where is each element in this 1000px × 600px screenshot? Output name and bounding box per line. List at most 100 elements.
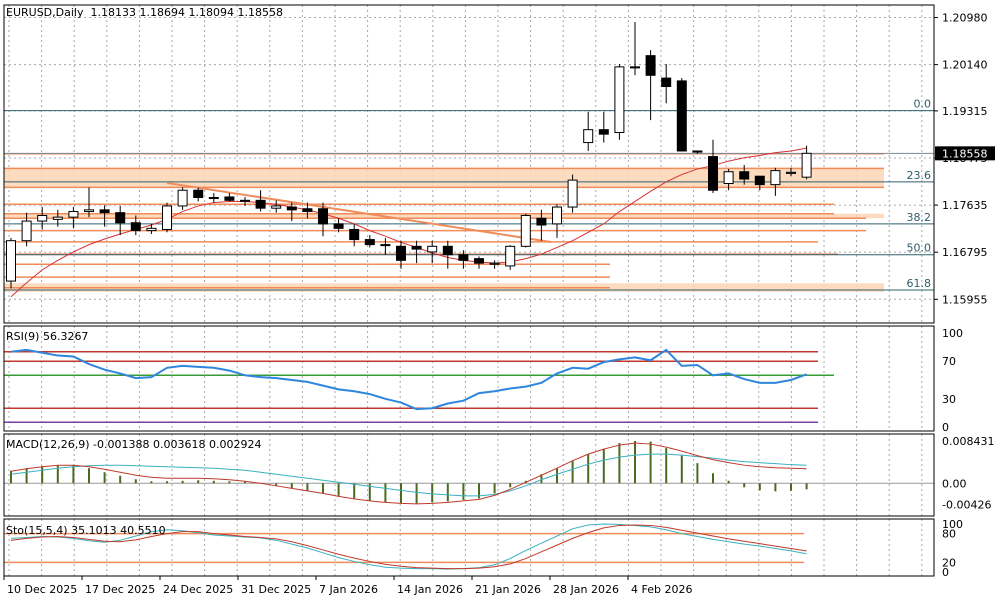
candle-body-bullish [427,245,438,253]
macd-line [10,442,807,505]
candle [458,250,469,269]
candle-body-bearish [318,208,328,225]
candle-body-bullish [21,220,32,242]
candle [489,260,500,269]
candle [224,193,235,202]
candle [6,237,16,289]
candle [333,218,344,233]
price-panel-header: EURUSD,Daily 1.18133 1.18694 1.18094 1.1… [6,6,283,19]
price-tick-label: 1.15955 [942,293,988,306]
stochastic-panel [4,523,807,570]
stochastic-tick-label: 0 [942,566,949,579]
candle-body-bullish [6,240,16,282]
candle [52,209,63,227]
candle-body-bearish [193,189,204,199]
candle-body-bullish [770,170,781,186]
candle [349,223,360,247]
candle [302,202,313,219]
overlay-layer: 0.0 23.6 38.2 50.0 61.8 [4,98,934,292]
macd-panel [4,441,934,505]
candle [583,111,594,151]
candle [723,168,734,191]
candle [661,64,672,104]
candle-body-bullish [146,227,157,232]
panel-frame [3,433,935,517]
candle [505,245,516,270]
candle [115,205,126,236]
candle [692,150,703,154]
candle-body-bullish [614,66,625,133]
macd-tick-label: 0.00 [942,477,967,490]
candle-body-bearish [255,199,266,209]
candle-body-bullish [723,171,734,185]
price-tick-label: 1.17635 [942,199,988,212]
candle-body-bullish [240,199,250,202]
candle [177,187,188,210]
candle-body-bearish [598,129,609,135]
candle-body-bearish [458,254,469,261]
candle [645,50,656,121]
macd-signal-line [10,453,807,497]
candle [21,212,32,247]
price-tick-label: 1.20980 [942,12,988,25]
candle [286,202,297,222]
candle-body-bearish [302,208,313,213]
candle [68,207,79,229]
support-resistance-zone [4,168,884,188]
date-tick-label: 28 Jan 2026 [553,583,619,596]
fib-level-label: 0.0 [914,98,932,111]
candle-body-bullish [271,205,282,209]
candle [676,78,687,152]
stochastic-tick-label: 20 [942,556,956,569]
candle-body-bullish [162,205,172,230]
candle [614,64,625,140]
candle [411,240,422,264]
stochastic-panel-header: Sto(15,5,4) 35.1013 40.5510 [6,524,166,537]
date-tick-label: 4 Feb 2026 [631,583,692,596]
trendline [166,181,551,243]
candle [364,235,375,248]
candle [162,202,172,233]
candle [84,187,94,218]
support-resistance-zone [4,213,884,219]
frame-layer [3,4,935,577]
candle-body-bearish [645,55,656,76]
date-tick-label: 14 Jan 2026 [397,583,463,596]
candle-body-bearish [115,212,126,224]
candle [474,256,484,269]
candle-body-bearish [676,80,687,152]
current-price-label: 1.18558 [942,147,988,160]
rsi-tick-label: 100 [942,327,963,340]
macd-tick-label: -0.00426 [942,499,991,512]
candle-body-bearish [536,217,547,226]
candle-body-bullish [630,66,640,69]
candle-body-bearish [708,156,718,191]
date-tick-label: 17 Dec 2025 [85,583,155,596]
price-tick-label: 1.20140 [942,59,988,72]
axis-layer: 1.209801.201401.193151.184751.176351.167… [3,12,995,596]
price-panel [6,22,812,298]
macd-tick-label: 0.008431 [942,435,995,448]
rsi-tick-label: 70 [942,355,956,368]
date-tick-label: 10 Dec 2025 [7,583,77,596]
candle [99,205,110,227]
candle-body-bullish [505,245,516,267]
stochastic-main-line [10,523,807,570]
candle [240,196,250,206]
candle-body-bearish [396,245,406,261]
candle-body-bearish [442,245,453,256]
price-tick-label: 1.16795 [942,246,988,259]
candle [427,240,438,264]
candle [318,202,328,237]
rsi-tick-label: 0 [942,421,949,434]
candle-body-bearish [364,239,375,246]
candle-body-bullish [567,179,578,208]
candle-body-bearish [411,245,422,250]
date-tick-label: 31 Dec 2025 [241,583,311,596]
macd-panel-header: MACD(12,26,9) -0.001388 0.003618 0.00292… [6,438,261,451]
fib-level-label: 38.2 [907,211,932,224]
candle [130,215,141,236]
candle [37,207,48,230]
candle-body-bullish [801,152,812,178]
candle-body-bullish [84,209,94,213]
